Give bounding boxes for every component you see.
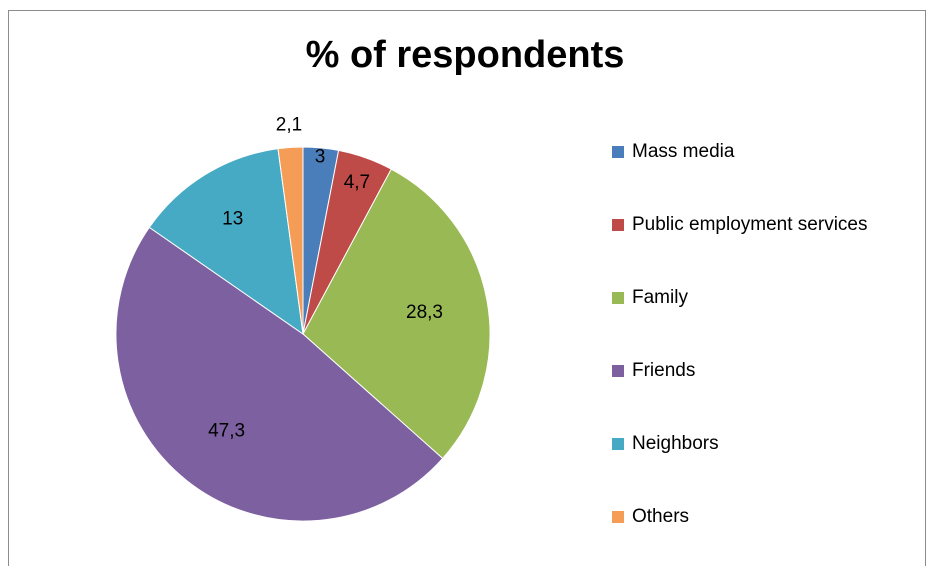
legend-label-family: Family bbox=[632, 287, 688, 308]
legend-item-others: Others bbox=[612, 505, 689, 529]
legend-item-neighbors: Neighbors bbox=[612, 432, 719, 456]
data-label-mass-media: 3 bbox=[315, 147, 326, 168]
legend-item-family: Family bbox=[612, 286, 688, 310]
data-label-friends: 47,3 bbox=[208, 420, 245, 441]
chart-title: % of respondents bbox=[305, 34, 625, 76]
pie-slice-friends bbox=[115, 226, 444, 522]
legend-item-mass-media: Mass media bbox=[612, 140, 734, 164]
legend-label-friends: Friends bbox=[632, 360, 696, 381]
legend-swatch-mass-media bbox=[612, 146, 624, 158]
pie-slice-others bbox=[277, 146, 304, 335]
legend-swatch-neighbors bbox=[612, 438, 624, 450]
legend-label-others: Others bbox=[632, 506, 690, 527]
legend-swatch-family bbox=[612, 292, 624, 304]
data-label-family: 28,3 bbox=[406, 302, 443, 323]
pie-slice-family bbox=[302, 168, 491, 460]
legend-label-neighbors: Neighbors bbox=[632, 433, 719, 454]
data-label-public-employment-services: 4,7 bbox=[344, 172, 370, 193]
legend-swatch-others bbox=[612, 511, 624, 523]
legend-label-mass-media: Mass media bbox=[632, 141, 735, 162]
legend-swatch-public-employment-services bbox=[612, 219, 624, 231]
legend-swatch-friends bbox=[612, 365, 624, 377]
legend-label-public-employment-services: Public employment services bbox=[632, 214, 868, 235]
data-label-others: 2,1 bbox=[276, 115, 302, 136]
data-label-neighbors: 13 bbox=[222, 209, 243, 230]
pie-slice-neighbors bbox=[148, 148, 304, 336]
legend-item-friends: Friends bbox=[612, 359, 695, 383]
legend-item-public-employment-services: Public employment services bbox=[612, 213, 867, 237]
